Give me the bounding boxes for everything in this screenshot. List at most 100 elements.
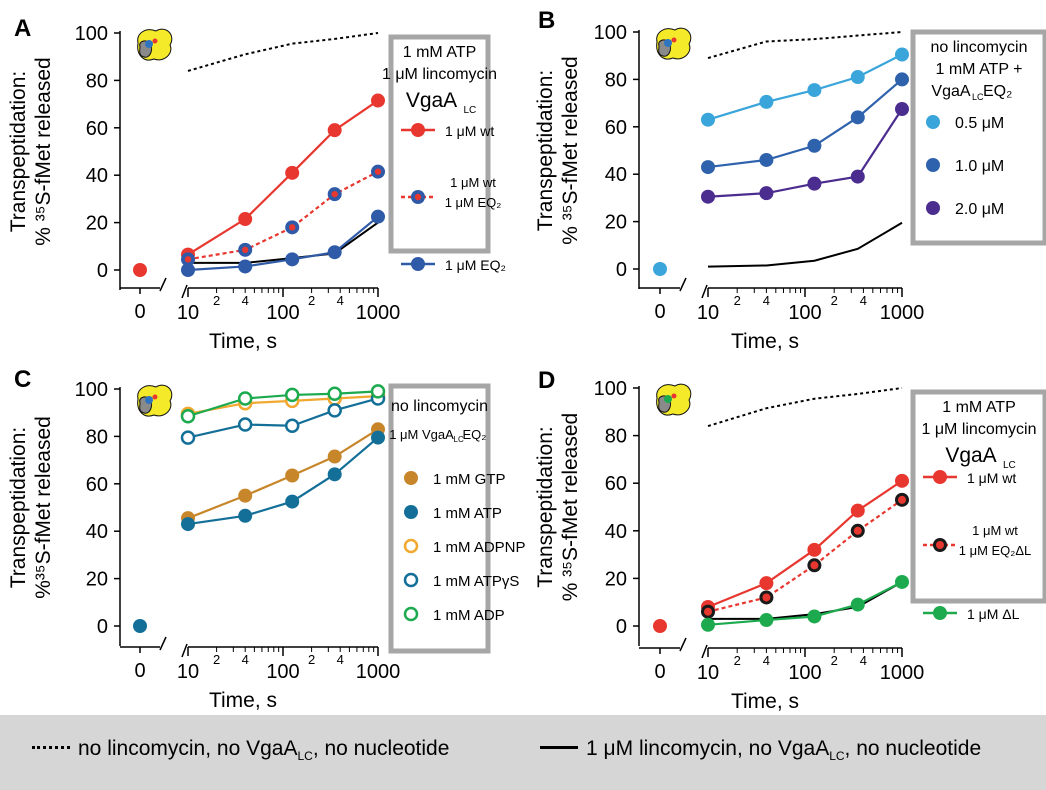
data-point [371, 93, 385, 108]
data-point-t0 [653, 262, 667, 276]
x-tick-label: 1000 [356, 661, 401, 683]
data-point-core [289, 224, 296, 231]
legend-entry-label: 1 μM wt [450, 175, 496, 190]
series-line [707, 479, 903, 608]
x-tick-label-zero: 0 [134, 301, 145, 323]
data-point [850, 503, 865, 518]
solid-line-swatch [540, 745, 578, 749]
y-tick-label: 20 [86, 569, 108, 591]
series-1 [701, 492, 909, 619]
legend-entry: 1 μM wt 1 μM EQ₂ΔL [923, 523, 1031, 558]
legend-title-3-sub: LC [972, 92, 984, 102]
series-line [707, 53, 903, 121]
x-tick-label: 1000 [880, 302, 925, 324]
ribosome-trna [152, 394, 158, 400]
y-tick-label: 80 [86, 426, 108, 448]
legend-entry: 1 mM ADP [403, 606, 505, 624]
x-minor-tick-label: 4 [242, 293, 249, 308]
x-minor-tick-label: 2 [734, 293, 741, 308]
x-tick-label: 10 [177, 302, 199, 324]
series-0 [653, 47, 909, 276]
data-point [807, 542, 822, 557]
series-0 [653, 473, 909, 633]
legend-entry: 1 mM ADPNP [403, 538, 526, 556]
y-tick-label: 80 [86, 70, 108, 92]
data-point [285, 165, 300, 180]
legend-marker-swatch [926, 158, 940, 172]
ribosome-trna [152, 38, 158, 44]
legend-entry-label: 1 mM ADPNP [433, 539, 526, 556]
x-tick-label: 10 [697, 302, 719, 324]
series-line [707, 498, 903, 613]
series-4 [180, 384, 386, 424]
data-point [850, 70, 865, 85]
y-tick-label: 0 [616, 259, 627, 281]
data-point [371, 209, 385, 224]
series-3 [180, 391, 386, 445]
y-tick-label: 100 [75, 379, 108, 401]
y-tick-label: 40 [605, 164, 627, 186]
data-point-core [184, 256, 192, 263]
series-line [187, 436, 379, 526]
data-point [327, 449, 342, 464]
footer-dotted-tail: , no nucleotide [312, 737, 450, 760]
data-point [807, 83, 822, 98]
y-tick-label: 0 [97, 616, 108, 638]
ribosome-icon [137, 384, 173, 417]
legend-entry: 1 μM wt [401, 123, 494, 139]
axis-break-mark [181, 643, 188, 658]
data-point-core [853, 526, 862, 535]
data-point [238, 508, 253, 523]
legend-marker-swatch [411, 257, 425, 271]
x-tick-label: 100 [788, 662, 821, 684]
legend-title: 1 mM ATP [403, 44, 477, 61]
legend-title-3: VgaA [406, 89, 457, 112]
data-point [285, 494, 300, 509]
legend-entry-label: 1 μM wt [972, 523, 1018, 538]
x-minor-tick-label: 2 [831, 653, 838, 668]
data-point [327, 403, 342, 418]
y-tick-label: 20 [605, 568, 627, 590]
x-minor-tick-label: 2 [213, 652, 220, 667]
reference-dotted-line [707, 31, 903, 60]
axis-break-mark [181, 284, 188, 299]
legend-title-3-sub: LC [1003, 460, 1016, 471]
panel-label: D [538, 367, 555, 394]
series-2 [701, 102, 909, 204]
x-tick-label-zero: 0 [134, 660, 145, 682]
x-axis-label: Time, s [209, 330, 277, 353]
legend-entry-label: 1 mM ATP [433, 505, 502, 522]
legend-title-3: VgaA [945, 444, 996, 467]
y-tick-label: 80 [605, 426, 627, 448]
data-point-t0 [133, 619, 147, 633]
y-axis-label-2: % ³⁵S-fMet released [559, 413, 582, 601]
data-point [238, 488, 253, 503]
legend-entry: 2.0 μM [926, 201, 1004, 218]
data-point [284, 418, 300, 433]
panel-label: B [538, 7, 555, 34]
legend-marker-swatch [403, 572, 419, 588]
x-tick-label: 10 [177, 661, 199, 683]
data-point [701, 112, 715, 127]
series-1 [701, 72, 909, 175]
panel-label: C [14, 366, 31, 393]
data-point-core [241, 246, 249, 254]
footer-solid-tail: , no nucleotide [844, 737, 982, 760]
x-tick-label: 10 [697, 662, 719, 684]
y-tick-label: 100 [594, 378, 627, 400]
y-tick-label: 40 [86, 521, 108, 543]
data-point [895, 574, 909, 589]
panel-label: A [14, 15, 31, 42]
y-axis-label-2: % ³⁵S-fMet released [32, 57, 55, 245]
ribosome-trna [671, 37, 677, 43]
x-minor-tick-label: 4 [337, 293, 344, 308]
footer-solid-entry: 1 μM lincomycin, no VgaALC, no nucleotid… [540, 737, 981, 763]
x-tick-label: 100 [266, 661, 299, 683]
legend: no lincomycin 1 mM ATP + VgaA LC EQ₂ 0.5 μM 1.… [910, 29, 1046, 246]
legend: no lincomycin 1 μM VgaA LC EQ₂ 1 mM GTP 1 mM… [388, 383, 526, 654]
axis-break-mark [679, 277, 687, 292]
ribosome-factor [145, 396, 153, 404]
